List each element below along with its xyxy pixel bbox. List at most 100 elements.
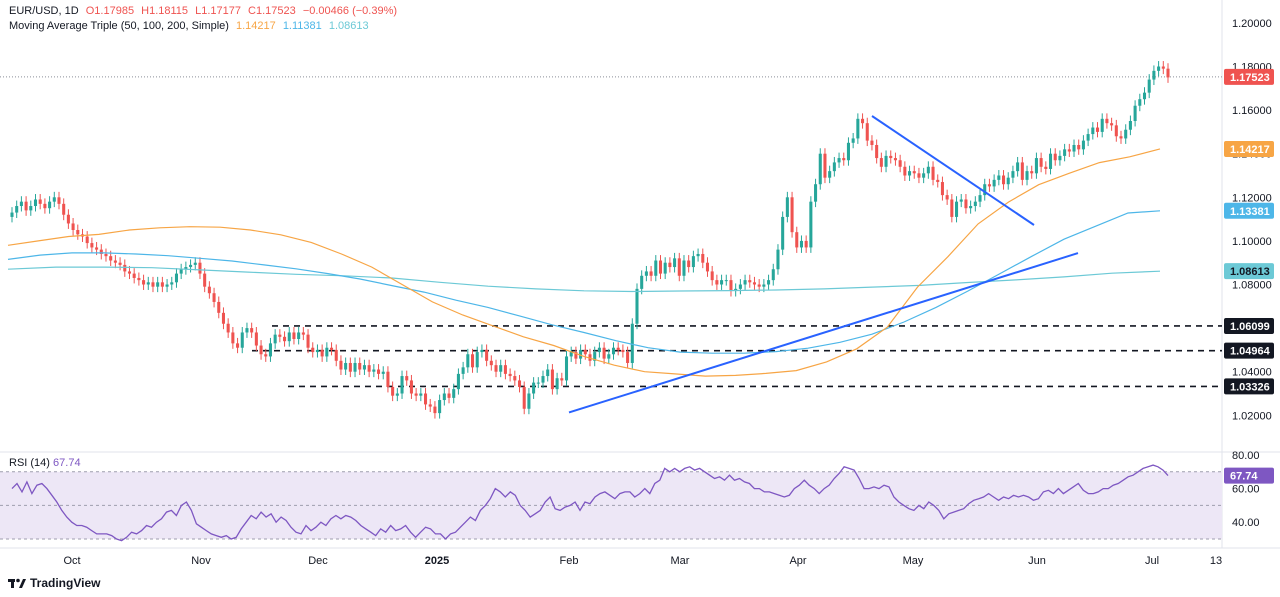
candle-body — [696, 253, 700, 257]
candle-body — [104, 253, 108, 257]
open-value: O1.17985 — [85, 5, 135, 17]
candle-body — [358, 362, 362, 370]
candle-body — [43, 203, 47, 209]
candle-body — [658, 260, 663, 274]
candle-body — [879, 158, 883, 167]
candle-body — [560, 378, 564, 381]
ma50-line — [7, 148, 1161, 377]
candle-body — [870, 140, 874, 145]
candle-body — [348, 362, 352, 372]
candle-body — [287, 332, 291, 342]
candle-body — [297, 332, 301, 339]
time-tick-label: Jun — [1028, 555, 1046, 567]
candle-body — [1053, 153, 1057, 161]
candle-body — [386, 371, 390, 387]
candle-body — [1086, 134, 1090, 141]
candle-body — [550, 369, 554, 390]
candle-body — [1100, 118, 1104, 132]
candle-body — [626, 352, 630, 363]
level-axis-label-box — [1224, 317, 1274, 334]
candle-body — [184, 267, 188, 270]
candle-body — [259, 345, 263, 355]
candle-body — [325, 347, 329, 357]
candle-body — [955, 201, 959, 217]
candle-body — [123, 264, 127, 272]
price-tick-label: 1.08000 — [1232, 280, 1272, 292]
candle-body — [875, 144, 879, 159]
symbol-label: EUR/USD, 1D — [9, 5, 79, 17]
candle-body — [691, 256, 695, 268]
ma200-axis-label: 1.08613 — [1230, 266, 1270, 278]
candle-body — [884, 155, 888, 167]
rising-trendline — [568, 252, 1079, 414]
candle-body — [785, 197, 789, 217]
time-tick-label: 13 — [1210, 555, 1222, 567]
candle-body — [720, 280, 724, 285]
candle-body — [90, 243, 94, 248]
candle-body — [818, 153, 822, 185]
time-tick-label: Nov — [191, 555, 211, 567]
candle-body — [226, 323, 230, 333]
candle-body — [62, 203, 66, 215]
change-value: −0.00466 (−0.39%) — [302, 5, 398, 17]
candle-body — [799, 240, 803, 248]
candle-body — [212, 293, 216, 302]
candle-body — [1161, 66, 1165, 69]
time-tick-label: 2025 — [425, 555, 449, 567]
candle-body — [908, 171, 912, 176]
candle-body — [71, 223, 75, 230]
candle-body — [997, 175, 1001, 180]
ma-legend: Moving Average Triple (50, 100, 200, Sim… — [9, 20, 373, 32]
price-tick-label: 1.20000 — [1232, 18, 1272, 30]
rsi-title: RSI (14) — [9, 457, 50, 469]
candle-body — [593, 352, 597, 361]
candle-body — [973, 201, 977, 207]
candle-body — [438, 400, 442, 414]
candle-body — [57, 197, 61, 204]
candle-body — [1152, 70, 1156, 80]
candle-body — [127, 271, 132, 274]
candle-body — [710, 271, 714, 281]
tradingview-icon — [8, 578, 26, 588]
candle-body — [1011, 171, 1015, 178]
candle-body — [583, 349, 587, 355]
rsi-legend: RSI (14) 67.74 — [9, 457, 81, 469]
candle-body — [611, 347, 616, 355]
candle-body — [52, 197, 56, 202]
candle-body — [198, 262, 202, 274]
candle-body — [193, 262, 197, 265]
candle-body — [400, 376, 404, 394]
chart-header: EUR/USD, 1D O1.17985 H1.18115 L1.17177 C… — [9, 5, 401, 17]
candle-body — [414, 393, 418, 396]
rsi-tick-label: 40.00 — [1232, 517, 1260, 529]
candle-body — [541, 376, 545, 383]
candle-body — [207, 286, 211, 294]
candle-body — [1039, 158, 1043, 167]
last-price-label-box — [1224, 68, 1274, 85]
candle-body — [254, 332, 258, 346]
candle-body — [494, 365, 498, 372]
time-tick-label: Jul — [1145, 555, 1159, 567]
candle-body — [889, 155, 893, 159]
candle-body — [903, 166, 907, 176]
time-tick-label: Feb — [560, 555, 579, 567]
candle-body — [607, 354, 611, 359]
tradingview-logo[interactable]: TradingView — [8, 576, 100, 590]
candle-body — [640, 275, 644, 289]
candle-body — [931, 166, 935, 180]
level-axis-label: 1.04964 — [1230, 346, 1271, 358]
candle-body — [113, 260, 117, 263]
candle-body — [752, 282, 756, 285]
candle-body — [508, 373, 512, 377]
ma-title: Moving Average Triple (50, 100, 200, Sim… — [9, 20, 229, 32]
candle-body — [367, 365, 371, 372]
candle-body — [320, 349, 324, 357]
candle-body — [1133, 105, 1137, 121]
candle-body — [776, 249, 780, 270]
candle-body — [301, 332, 305, 335]
level-axis-label: 1.06099 — [1230, 321, 1270, 333]
time-tick-label: Mar — [671, 555, 690, 567]
candle-body — [428, 404, 432, 407]
candle-body — [1002, 175, 1006, 185]
